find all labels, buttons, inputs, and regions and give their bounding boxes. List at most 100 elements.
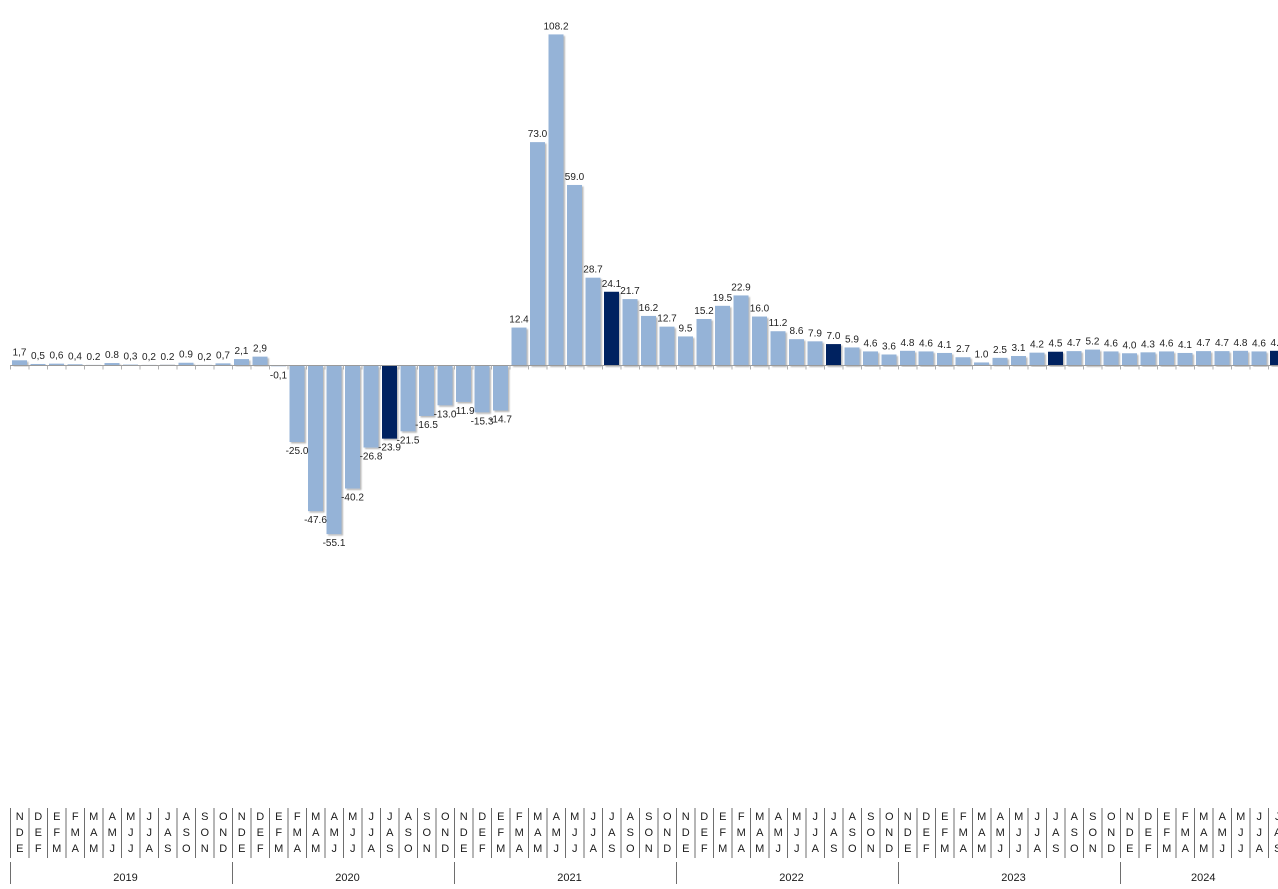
data-label: 11.2 — [769, 318, 788, 329]
month-label: J — [1035, 827, 1041, 839]
month-label: O — [626, 843, 635, 855]
data-label: 0,7 — [216, 350, 230, 361]
month-label: J — [147, 827, 153, 839]
month-label: A — [978, 827, 986, 839]
month-label: O — [404, 843, 413, 855]
data-label: 5.2 — [1086, 337, 1100, 348]
month-label: A — [386, 827, 394, 839]
month-label: N — [1126, 811, 1134, 823]
month-label: A — [960, 843, 968, 855]
month-label: D — [1107, 843, 1115, 855]
bar — [1011, 356, 1026, 365]
bar — [456, 366, 471, 402]
month-label: A — [534, 827, 542, 839]
month-label: S — [608, 843, 615, 855]
data-label: 24.1 — [602, 279, 622, 290]
month-label: M — [293, 827, 302, 839]
data-label: 3.6 — [882, 341, 896, 352]
bar — [752, 317, 767, 366]
month-label: O — [441, 811, 450, 823]
bar — [290, 366, 305, 443]
data-label: 15.2 — [694, 306, 714, 317]
month-label: N — [460, 811, 468, 823]
bar — [1270, 351, 1278, 366]
month-label: F — [275, 827, 282, 839]
month-label: O — [885, 811, 894, 823]
month-label: M — [774, 827, 783, 839]
month-label: E — [701, 827, 708, 839]
month-label: M — [89, 843, 98, 855]
data-label: 16.0 — [750, 304, 770, 315]
bar — [1067, 351, 1082, 365]
month-label: A — [553, 811, 561, 823]
month-label: A — [1274, 827, 1278, 839]
month-label: N — [1089, 843, 1097, 855]
data-label: 12.4 — [509, 315, 529, 326]
month-label: N — [201, 843, 209, 855]
data-label: 9.5 — [679, 323, 693, 334]
month-label: A — [1200, 827, 1208, 839]
data-label: -11.9 — [452, 406, 474, 417]
bar — [567, 185, 582, 366]
month-label: J — [165, 811, 171, 823]
month-label: N — [1107, 827, 1115, 839]
month-label: D — [16, 827, 24, 839]
month-label: A — [294, 843, 302, 855]
data-label: 22.9 — [731, 282, 751, 293]
month-label: A — [331, 811, 339, 823]
month-label: D — [1126, 827, 1134, 839]
month-label: M — [515, 827, 524, 839]
month-label: F — [941, 827, 948, 839]
data-label: -47.6 — [304, 515, 327, 526]
month-label: N — [682, 811, 690, 823]
month-label: D — [885, 843, 893, 855]
month-label: N — [904, 811, 912, 823]
month-label: F — [1163, 827, 1170, 839]
data-label: 4.6 — [1104, 338, 1118, 349]
data-label: 3.1 — [1012, 343, 1026, 354]
month-label: J — [1053, 811, 1059, 823]
bar — [1030, 353, 1045, 366]
data-label: 0,4 — [68, 351, 82, 362]
data-label: 8.6 — [790, 326, 804, 337]
month-label: M — [274, 843, 283, 855]
month-label: S — [423, 811, 430, 823]
month-label: A — [590, 843, 598, 855]
month-label: M — [940, 843, 949, 855]
data-label: -16.5 — [415, 420, 438, 431]
data-label: 4.0 — [1123, 340, 1137, 351]
bar — [623, 299, 638, 365]
month-label: J — [1035, 811, 1041, 823]
bar — [475, 366, 490, 413]
month-label: M — [89, 811, 98, 823]
data-label: 4.8 — [901, 338, 915, 349]
data-label: 59.0 — [565, 172, 585, 183]
data-label: 0,2 — [198, 352, 212, 363]
month-label: M — [1236, 811, 1245, 823]
month-label: A — [608, 827, 616, 839]
month-label: E — [719, 811, 726, 823]
bar — [586, 278, 601, 366]
month-label: O — [219, 811, 228, 823]
data-label: 4.1 — [1178, 340, 1192, 351]
bar — [308, 366, 323, 512]
month-label: F — [719, 827, 726, 839]
month-label: S — [164, 843, 171, 855]
month-label: J — [591, 811, 597, 823]
data-label: 108.2 — [543, 21, 568, 32]
data-label: 4.8 — [1271, 338, 1278, 349]
month-label: J — [572, 827, 578, 839]
month-label: A — [1256, 843, 1264, 855]
data-label: 4.6 — [1252, 338, 1266, 349]
bar — [1085, 350, 1100, 366]
data-label: 0.2 — [87, 352, 101, 363]
month-label: A — [405, 811, 413, 823]
year-label: 2021 — [557, 872, 581, 884]
bar — [678, 336, 693, 365]
month-label: J — [1238, 827, 1244, 839]
bar — [1048, 352, 1063, 366]
month-label: J — [794, 827, 800, 839]
month-label: S — [1052, 843, 1059, 855]
data-label: 0,6 — [50, 351, 64, 362]
